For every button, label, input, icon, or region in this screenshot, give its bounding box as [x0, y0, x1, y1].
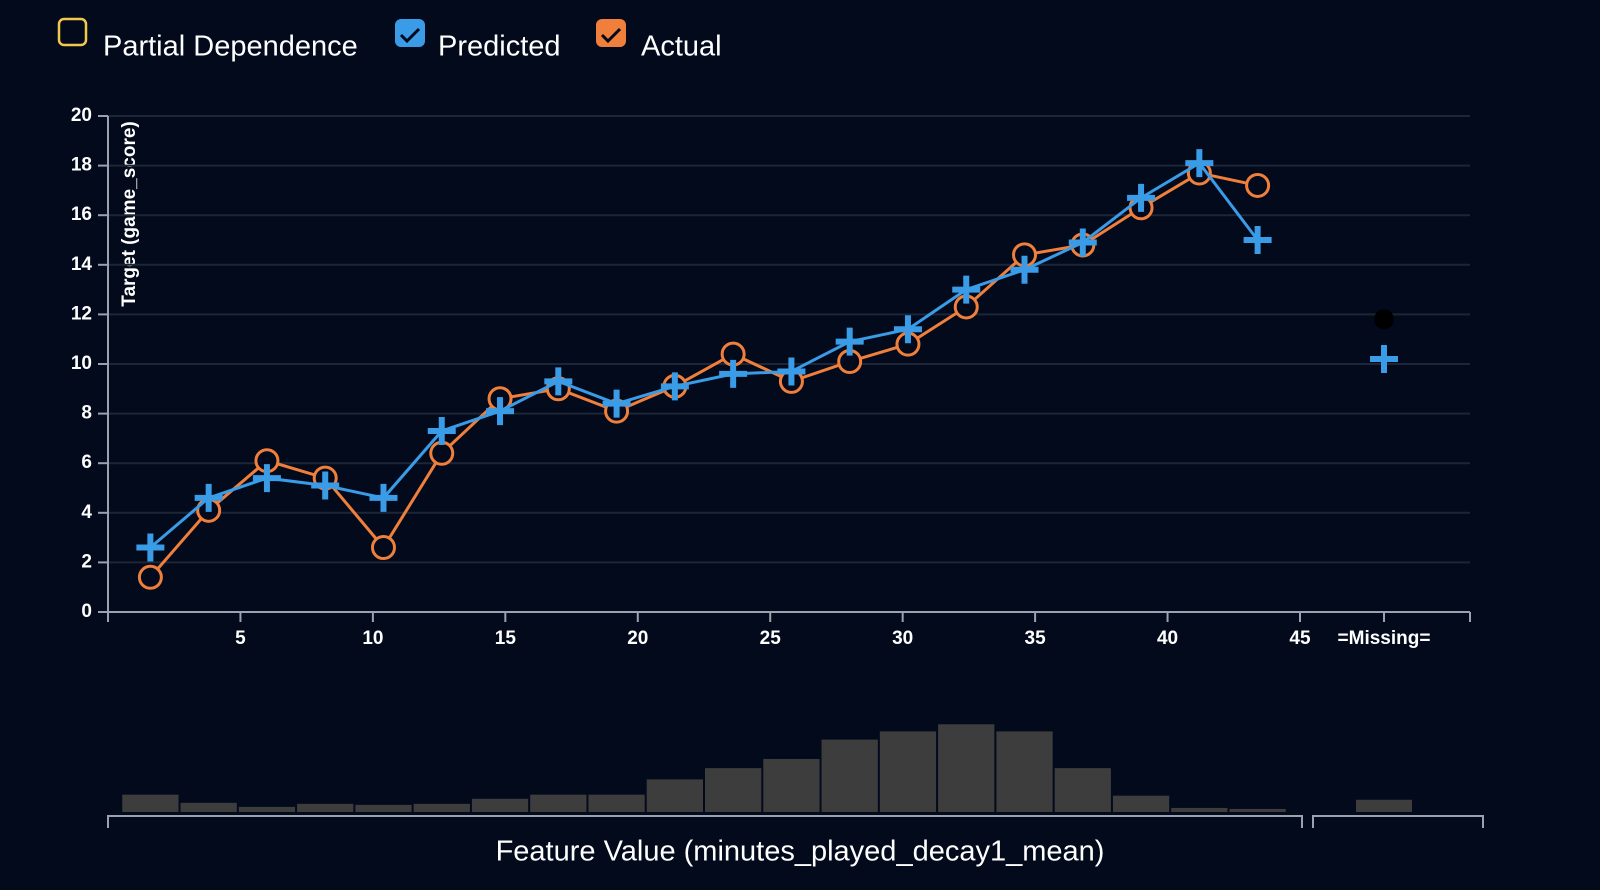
y-tick-label: 14	[71, 254, 93, 275]
legend-checkbox[interactable]	[596, 19, 626, 47]
legend-checkbox[interactable]	[395, 19, 425, 47]
point	[1243, 226, 1272, 254]
point	[1127, 183, 1156, 212]
legend-label: Predicted	[438, 31, 561, 63]
point	[311, 471, 340, 500]
point	[1010, 255, 1039, 284]
y-tick-label: 2	[81, 551, 92, 572]
histogram-axis	[1312, 815, 1484, 828]
histogram-bar	[646, 779, 703, 812]
x-tick-label: 20	[627, 628, 648, 649]
histogram-bar	[705, 768, 762, 812]
histogram-bar	[1171, 807, 1228, 812]
histogram-bar	[471, 798, 529, 812]
point	[544, 367, 573, 396]
point	[486, 397, 515, 426]
point	[777, 357, 806, 386]
missing-point	[1374, 309, 1394, 330]
legend: Partial Dependence Predicted Actual	[57, 17, 722, 63]
point	[835, 327, 864, 356]
histogram-bar	[821, 739, 878, 812]
point	[370, 535, 396, 561]
point	[1245, 172, 1271, 198]
x-tick-label: 15	[495, 628, 517, 649]
point	[252, 464, 281, 493]
y-tick-label: 16	[71, 204, 92, 225]
x-tick-label: 30	[892, 628, 913, 649]
histogram-bar	[530, 794, 587, 812]
histogram-bar	[122, 794, 179, 812]
point	[427, 416, 456, 445]
y-tick-label: 6	[81, 452, 92, 473]
point	[137, 564, 163, 590]
y-axis-label: Target (game_score)	[119, 121, 140, 307]
x-tick-label: 40	[1157, 628, 1178, 649]
point	[194, 483, 223, 512]
histogram-bar	[297, 803, 354, 812]
histogram-bar	[588, 794, 645, 812]
point	[719, 359, 748, 388]
point	[893, 315, 922, 344]
point	[660, 372, 689, 401]
x-tick-label: 5	[235, 628, 246, 649]
histogram-bar	[763, 758, 820, 812]
y-tick-label: 0	[81, 601, 92, 622]
point	[1370, 345, 1398, 374]
point	[136, 533, 165, 562]
check-icon	[399, 27, 421, 44]
x-tick-label: 45	[1289, 628, 1311, 649]
point	[952, 275, 981, 304]
point	[1185, 149, 1214, 178]
legend-checkbox[interactable]	[57, 17, 88, 47]
histogram-bar	[1112, 795, 1170, 812]
histogram-axis	[107, 815, 1303, 828]
point	[602, 389, 631, 418]
y-tick-label: 4	[81, 502, 92, 523]
point	[1068, 228, 1097, 257]
y-tick-label: 8	[81, 403, 92, 424]
series-line	[149, 171, 1258, 579]
legend-label: Actual	[641, 31, 722, 63]
y-tick-label: 20	[71, 105, 92, 126]
histogram-bar	[413, 803, 470, 812]
y-tick-label: 18	[71, 155, 92, 176]
legend-label: Partial Dependence	[103, 31, 358, 63]
x-tick-label: 35	[1025, 628, 1047, 649]
histogram-bar	[1229, 808, 1286, 812]
histogram-bar	[879, 731, 937, 812]
x-tick-label: 10	[362, 628, 383, 649]
x-axis-label: Feature Value (minutes_played_decay1_mea…	[496, 836, 1105, 868]
histogram-bar	[238, 806, 296, 812]
x-tick-label: 25	[760, 628, 782, 649]
histogram-bar	[180, 802, 237, 812]
histogram-bar	[1356, 799, 1412, 812]
check-icon	[600, 27, 622, 44]
x-tick-label: =Missing=	[1338, 628, 1431, 649]
histogram-bar	[938, 724, 995, 812]
histogram-bar	[355, 804, 412, 812]
point	[369, 483, 398, 512]
point	[429, 440, 455, 466]
histogram-bar	[996, 731, 1053, 812]
histogram-bar	[1054, 768, 1111, 812]
y-tick-label: 12	[71, 303, 92, 324]
series-line	[149, 161, 1259, 549]
y-tick-label: 10	[71, 353, 92, 374]
